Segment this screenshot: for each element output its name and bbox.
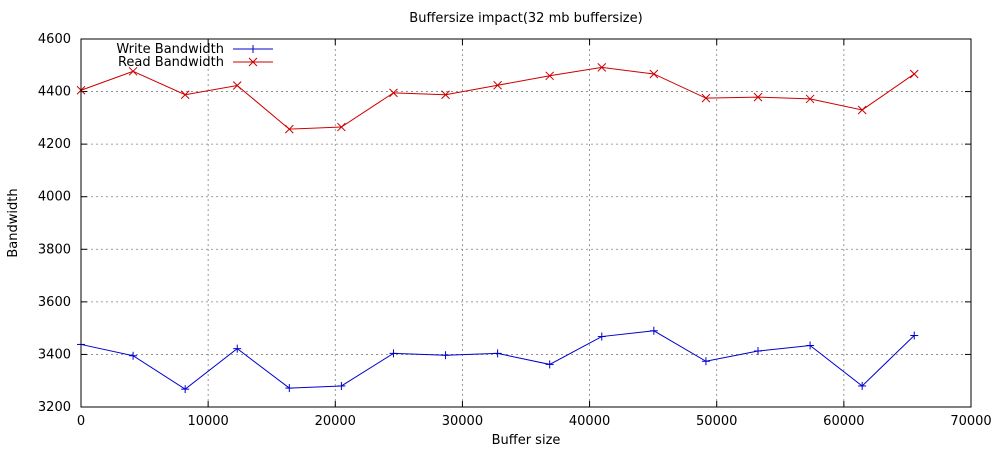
series-write-bandwidth [77,326,919,394]
x-axis-label: Buffer size [492,433,561,448]
x-tick-label: 60000 [823,414,864,429]
x-tick-label: 10000 [187,414,228,429]
legend-marker [248,57,258,67]
series-line [80,330,915,390]
legend-label: Write Bandwidth [116,42,224,57]
axis-ticks: 0 10000 20000 30000 40000 50000 60000 70000 3200… [38,32,992,429]
data-point [597,63,607,72]
series-read-bandwidth [76,63,919,134]
data-point [805,94,815,104]
y-tick-label: 3400 [38,347,71,362]
y-tick-label: 4200 [38,137,71,152]
y-tick-label: 3800 [38,242,71,257]
data-point [545,71,555,81]
y-tick-label: 4400 [38,85,71,100]
data-point [857,105,867,115]
data-point [337,122,346,132]
chart-title: Buffersize impact(32 mb buffersize) [409,11,642,26]
data-point [493,80,502,90]
data-point [232,81,242,90]
x-tick-label: 30000 [442,414,483,429]
data-point [180,90,190,100]
series-layer [76,63,919,394]
y-axis-label: Bandwidth [6,188,21,257]
data-point [649,69,659,79]
y-tick-label: 3600 [38,295,71,310]
data-point [284,124,294,134]
data-point [441,90,450,100]
plot-frame [80,38,972,408]
data-point [701,93,711,103]
data-point [753,92,763,102]
legend-label: Read Bandwidth [118,55,224,70]
x-tick-label: 0 [77,414,85,429]
y-tick-label: 3200 [38,400,71,415]
data-point [128,66,138,76]
grid-lines [81,39,971,407]
x-tick-label: 50000 [696,414,737,429]
data-point [909,69,919,79]
x-tick-label: 70000 [950,414,991,429]
data-point [389,88,398,98]
x-tick-label: 40000 [569,414,610,429]
x-tick-label: 20000 [315,414,356,429]
y-tick-label: 4000 [38,190,71,205]
series-line [80,66,915,130]
y-tick-label: 4600 [38,32,71,47]
